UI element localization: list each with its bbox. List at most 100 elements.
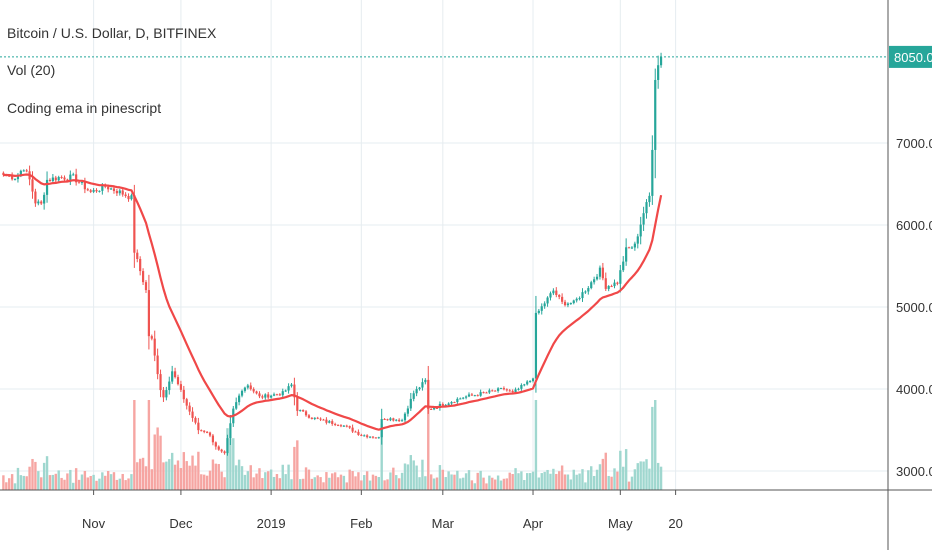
candle-body[interactable]: [267, 394, 270, 398]
candle-body[interactable]: [115, 190, 118, 194]
candle-body[interactable]: [627, 247, 631, 249]
candle-body[interactable]: [223, 451, 226, 454]
candle-body[interactable]: [2, 172, 5, 175]
candle-body[interactable]: [505, 389, 508, 391]
candle-body[interactable]: [31, 179, 34, 192]
candle-body[interactable]: [130, 195, 133, 200]
candle-body[interactable]: [191, 411, 194, 418]
candle-body[interactable]: [98, 190, 101, 192]
candle-body[interactable]: [89, 190, 92, 192]
candle-body[interactable]: [476, 395, 479, 397]
candle-body[interactable]: [252, 389, 255, 392]
candle-body[interactable]: [150, 336, 153, 339]
candle-body[interactable]: [392, 418, 395, 421]
candle-body[interactable]: [383, 419, 386, 421]
candle-body[interactable]: [430, 408, 433, 410]
candle-body[interactable]: [558, 294, 561, 297]
candle-body[interactable]: [470, 394, 474, 396]
candle-body[interactable]: [249, 385, 252, 390]
candle-body[interactable]: [511, 390, 514, 392]
candle-body[interactable]: [270, 395, 273, 398]
candle-body[interactable]: [290, 384, 293, 387]
candle-body[interactable]: [435, 407, 439, 409]
candle-body[interactable]: [226, 438, 229, 454]
candle-body[interactable]: [467, 394, 471, 397]
candle-body[interactable]: [403, 413, 407, 421]
candle-body[interactable]: [625, 247, 628, 262]
candle-body[interactable]: [179, 384, 183, 390]
candle-body[interactable]: [581, 292, 584, 299]
candle-body[interactable]: [526, 381, 529, 385]
candle-body[interactable]: [238, 395, 241, 403]
candle-body[interactable]: [176, 377, 180, 385]
candle-body[interactable]: [345, 425, 348, 427]
candle-body[interactable]: [171, 371, 174, 382]
candle-body[interactable]: [185, 399, 188, 406]
candle-body[interactable]: [572, 300, 575, 304]
candle-body[interactable]: [307, 415, 311, 418]
candle-body[interactable]: [657, 65, 660, 80]
candle-body[interactable]: [121, 190, 124, 195]
candle-body[interactable]: [159, 374, 162, 391]
candle-body[interactable]: [22, 170, 25, 172]
candle-body[interactable]: [25, 170, 28, 172]
candle-body[interactable]: [313, 417, 316, 419]
candle-body[interactable]: [386, 419, 389, 421]
candle-body[interactable]: [211, 435, 215, 443]
candle-body[interactable]: [141, 271, 145, 283]
candle-body[interactable]: [281, 391, 284, 396]
candle-body[interactable]: [409, 398, 412, 409]
candle-body[interactable]: [206, 431, 209, 433]
candle-body[interactable]: [220, 449, 223, 452]
candle-body[interactable]: [502, 388, 506, 390]
candle-body[interactable]: [203, 430, 206, 432]
candle-body[interactable]: [630, 247, 634, 249]
candle-body[interactable]: [453, 402, 456, 404]
candle-body[interactable]: [395, 419, 398, 421]
candle-body[interactable]: [319, 418, 322, 420]
candle-body[interactable]: [613, 282, 616, 287]
candle-body[interactable]: [165, 390, 168, 398]
candle-body[interactable]: [51, 177, 54, 181]
candle-body[interactable]: [322, 419, 325, 421]
candle-body[interactable]: [304, 411, 308, 416]
candle-body[interactable]: [57, 177, 60, 181]
study-label[interactable]: Coding ema in pinescript: [7, 100, 162, 116]
candle-body[interactable]: [566, 303, 570, 306]
candle-body[interactable]: [645, 202, 648, 214]
candle-body[interactable]: [258, 393, 261, 397]
candle-body[interactable]: [168, 381, 171, 391]
candle-body[interactable]: [619, 270, 622, 284]
candle-body[interactable]: [427, 379, 430, 409]
candle-body[interactable]: [54, 177, 57, 181]
candle-body[interactable]: [133, 195, 136, 253]
candle-body[interactable]: [482, 392, 485, 394]
candle-body[interactable]: [229, 423, 232, 439]
candle-body[interactable]: [34, 191, 37, 204]
candle-body[interactable]: [497, 388, 500, 391]
ema-line[interactable]: [3, 173, 663, 431]
candle-body[interactable]: [95, 189, 98, 192]
candle-body[interactable]: [450, 402, 453, 404]
candle-body[interactable]: [412, 393, 415, 399]
candle-body[interactable]: [272, 394, 276, 396]
candle-body[interactable]: [348, 426, 351, 428]
candle-body[interactable]: [264, 394, 267, 398]
candle-body[interactable]: [48, 179, 52, 181]
candle-body[interactable]: [377, 437, 380, 439]
candle-body[interactable]: [514, 389, 517, 392]
candle-body[interactable]: [75, 174, 78, 183]
candle-body[interactable]: [648, 195, 651, 203]
candle-body[interactable]: [406, 408, 409, 414]
candle-body[interactable]: [563, 301, 567, 306]
candle-body[interactable]: [494, 390, 497, 392]
candle-body[interactable]: [499, 388, 503, 390]
candle-body[interactable]: [479, 392, 482, 396]
candle-body[interactable]: [610, 286, 613, 288]
candle-body[interactable]: [80, 181, 84, 183]
candle-body[interactable]: [366, 435, 369, 438]
candle-body[interactable]: [188, 405, 191, 412]
candle-body[interactable]: [275, 394, 279, 396]
candle-body[interactable]: [607, 286, 610, 289]
